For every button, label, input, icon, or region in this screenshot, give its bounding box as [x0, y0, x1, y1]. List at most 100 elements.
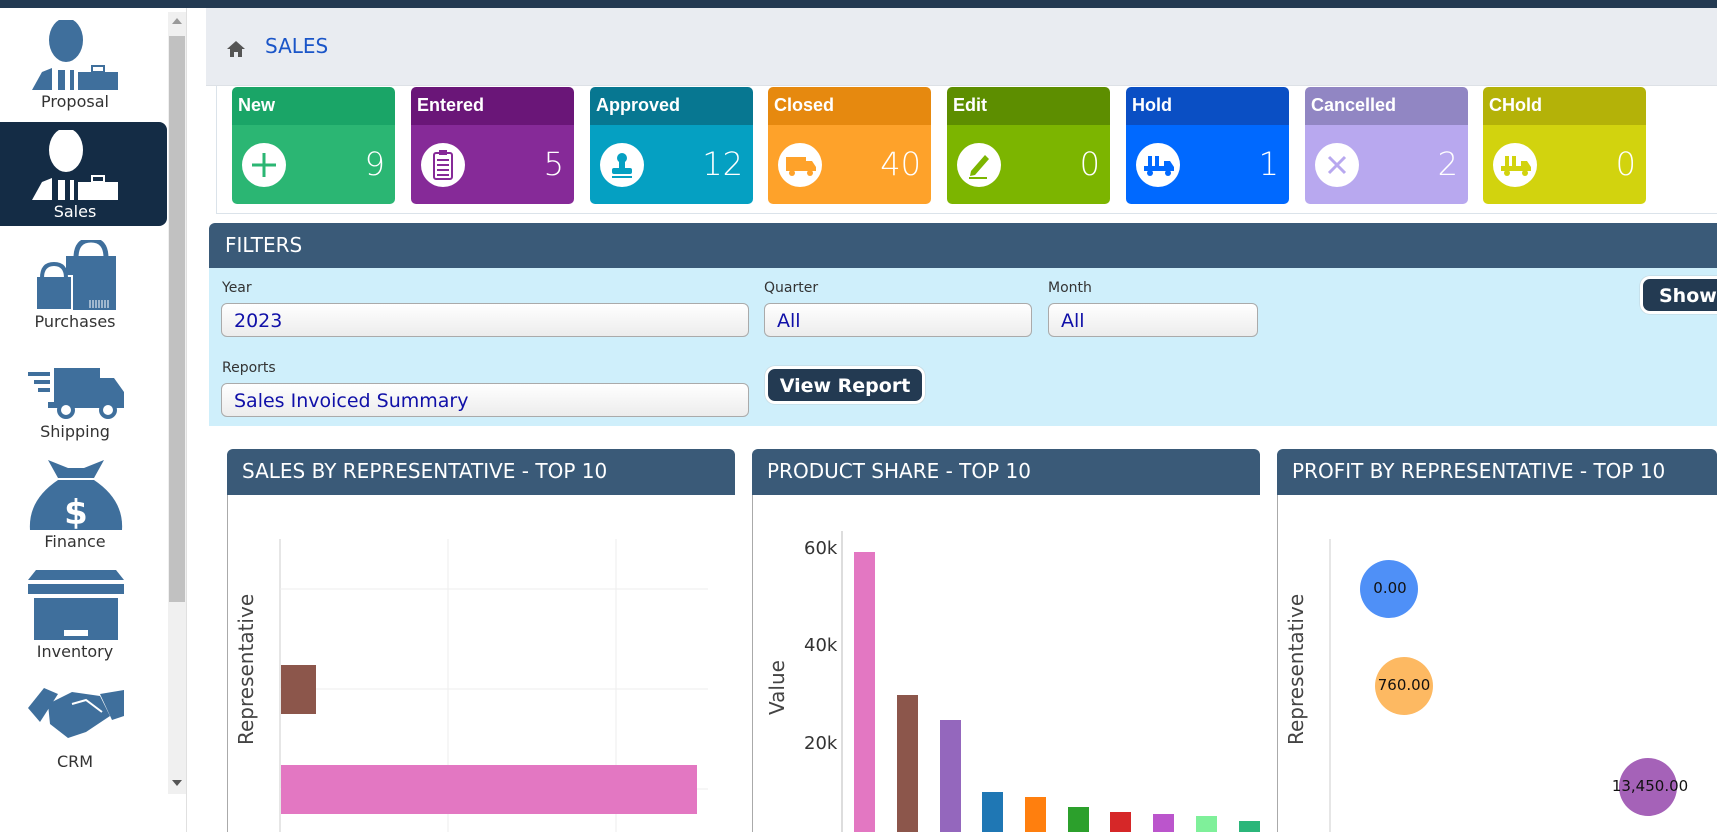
- money-bag-icon: $: [29, 460, 123, 530]
- home-icon[interactable]: [226, 40, 246, 58]
- reports-select[interactable]: Sales Invoiced Summary: [221, 383, 749, 417]
- vertical-bar-chart: [841, 531, 1260, 832]
- month-label: Month: [1048, 280, 1092, 296]
- sidebar-divider: [186, 8, 187, 832]
- tile-label: Approved: [590, 87, 753, 125]
- tile-label: Edit: [947, 87, 1110, 125]
- tile-label: Closed: [768, 87, 931, 125]
- status-tiles: New 9 Entered 5 Approved 12 Closed 40 Ed…: [216, 86, 1717, 214]
- sidebar-item-label: Purchases: [34, 312, 116, 331]
- flatbed-truck-icon: [1136, 143, 1180, 187]
- month-select[interactable]: All: [1048, 303, 1258, 337]
- tile-label: Entered: [411, 87, 574, 125]
- clipboard-list-icon: [421, 143, 465, 187]
- x-circle-icon: [1315, 143, 1359, 187]
- y-axis-label: Representative: [234, 593, 258, 745]
- flatbed-truck-icon: [1493, 143, 1537, 187]
- quarter-label: Quarter: [764, 280, 819, 296]
- y-axis-label: Representative: [1284, 593, 1308, 745]
- tile-count: 12: [702, 145, 743, 183]
- tile-edit[interactable]: Edit 0: [947, 87, 1110, 204]
- proposal-person-briefcase-icon: [32, 20, 118, 90]
- tile-count: 9: [364, 145, 385, 183]
- bar[interactable]: [281, 765, 697, 814]
- sidebar-item-label: Sales: [53, 202, 97, 221]
- tile-count: 2: [1437, 145, 1458, 183]
- sidebar-item-crm[interactable]: CRM: [0, 672, 167, 776]
- bubble-label: 0.00: [1373, 579, 1407, 597]
- sidebar-item-sales[interactable]: Sales: [0, 122, 167, 226]
- panel-title: SALES BY REPRESENTATIVE - TOP 10: [227, 449, 735, 495]
- horizontal-bar-chart: [279, 539, 708, 832]
- shopping-bags-icon: [35, 240, 116, 310]
- y-axis-label: Value: [765, 660, 789, 715]
- sidebar-nav: Proposal Sales Purchases: [0, 8, 168, 832]
- view-report-button[interactable]: View Report: [765, 366, 925, 404]
- sales-by-rep-chart: Representative: [227, 495, 735, 832]
- bubble-label: 760.00: [1377, 676, 1431, 694]
- sidebar-scrollbar[interactable]: [168, 12, 186, 794]
- product-share-panel: PRODUCT SHARE - TOP 10 60k 40k 20k Value: [752, 449, 1260, 832]
- bar[interactable]: [281, 665, 316, 714]
- filters-header: FILTERS: [209, 223, 1717, 268]
- scroll-down-arrow-icon[interactable]: [172, 780, 182, 786]
- sidebar-item-proposal[interactable]: Proposal: [0, 12, 167, 116]
- tile-count: 0: [1615, 145, 1636, 183]
- bubble-label: 13,450.00: [1611, 777, 1689, 795]
- sales-person-briefcase-icon: [32, 130, 118, 200]
- sidebar-item-purchases[interactable]: Purchases: [0, 232, 167, 336]
- reports-label: Reports: [222, 360, 276, 376]
- sidebar-item-label: Proposal: [41, 92, 109, 111]
- truck-icon: [778, 143, 822, 187]
- tile-count: 1: [1258, 145, 1279, 183]
- tile-label: CHold: [1483, 87, 1646, 125]
- svg-text:$: $: [64, 493, 88, 530]
- tile-label: New: [232, 87, 395, 125]
- bubble-chart: [1329, 539, 1677, 832]
- tile-new[interactable]: New 9: [232, 87, 395, 204]
- tile-entered[interactable]: Entered 5: [411, 87, 574, 204]
- year-select[interactable]: 2023: [221, 303, 749, 337]
- sidebar-item-label: Finance: [44, 532, 106, 551]
- top-bar: [0, 0, 1717, 8]
- tile-approved[interactable]: Approved 12: [590, 87, 753, 204]
- profit-by-rep-panel: PROFIT BY REPRESENTATIVE - TOP 10 0.00 7…: [1277, 449, 1717, 832]
- stamp-icon: [600, 143, 644, 187]
- tile-chold[interactable]: CHold 0: [1483, 87, 1646, 204]
- tile-label: Cancelled: [1305, 87, 1468, 125]
- scroll-up-arrow-icon[interactable]: [172, 18, 182, 24]
- scrollbar-thumb[interactable]: [169, 36, 185, 602]
- filters-panel: Year 2023 Quarter All Month All Show Rep…: [209, 268, 1717, 426]
- show-button[interactable]: Show: [1640, 276, 1717, 314]
- handshake-icon: [28, 688, 124, 738]
- tile-cancelled[interactable]: Cancelled 2: [1305, 87, 1468, 204]
- y-tick: 20k: [804, 733, 838, 754]
- tile-count: 5: [543, 145, 564, 183]
- panel-title: PROFIT BY REPRESENTATIVE - TOP 10: [1277, 449, 1717, 495]
- sidebar-item-label: Shipping: [40, 422, 110, 441]
- sidebar-item-inventory[interactable]: Inventory: [0, 562, 167, 666]
- tile-count: 40: [880, 145, 921, 183]
- plus-circle-icon: [242, 143, 286, 187]
- y-tick: 40k: [804, 635, 838, 656]
- fast-truck-icon: [28, 368, 124, 419]
- pencil-icon: [957, 143, 1001, 187]
- page-header: SALES: [206, 8, 1717, 86]
- sidebar-item-label: Inventory: [36, 642, 114, 661]
- tile-hold[interactable]: Hold 1: [1126, 87, 1289, 204]
- sidebar-item-label: CRM: [56, 752, 94, 771]
- tile-count: 0: [1079, 145, 1100, 183]
- sales-by-rep-panel: SALES BY REPRESENTATIVE - TOP 10 Represe…: [227, 449, 735, 832]
- tile-closed[interactable]: Closed 40: [768, 87, 931, 204]
- warehouse-box-icon: [28, 570, 124, 640]
- page-title[interactable]: SALES: [265, 34, 329, 58]
- tile-label: Hold: [1126, 87, 1289, 125]
- profit-by-rep-chart: 0.00 760.00 13,450.00 Representative: [1277, 495, 1717, 832]
- panel-title: PRODUCT SHARE - TOP 10: [752, 449, 1260, 495]
- year-label: Year: [222, 280, 252, 296]
- y-tick: 60k: [804, 538, 838, 559]
- sidebar-item-finance[interactable]: $ Finance: [0, 452, 167, 556]
- quarter-select[interactable]: All: [764, 303, 1032, 337]
- product-share-chart: 60k 40k 20k Value: [752, 495, 1260, 832]
- sidebar-item-shipping[interactable]: Shipping: [0, 342, 167, 446]
